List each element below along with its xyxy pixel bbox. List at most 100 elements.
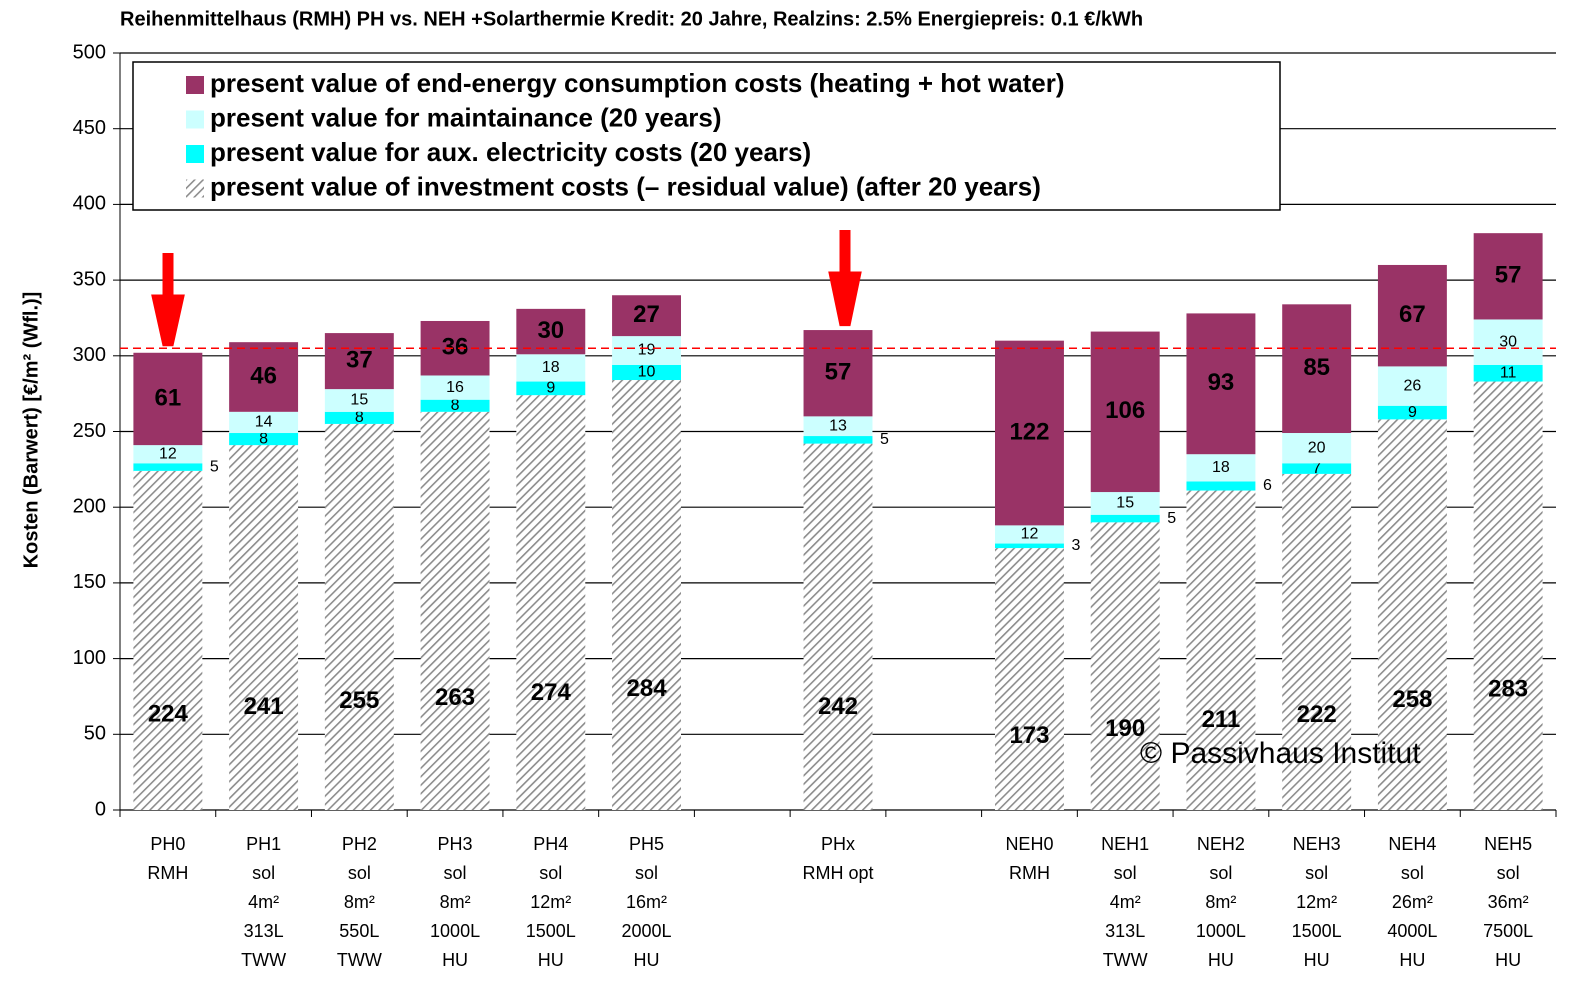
- x-tick-label: PH4 sol 12m² 1500L HU: [525, 834, 576, 970]
- bar-segment: [516, 354, 586, 382]
- y-tick-label: 350: [73, 268, 106, 290]
- bar-segment: [803, 330, 873, 417]
- bar-segment: [803, 436, 873, 444]
- bar-segment: [516, 381, 586, 396]
- bar-segment: [133, 463, 203, 471]
- data-label: 9: [546, 380, 555, 397]
- data-label: 224: [148, 700, 189, 727]
- chart-title: Reihenmittelhaus (RMH) PH vs. NEH +Solar…: [120, 8, 1143, 30]
- bar-segment: [420, 399, 490, 412]
- data-label: 57: [825, 359, 852, 386]
- data-label: 7: [1312, 460, 1321, 477]
- legend-label: present value for maintainance (20 years…: [210, 102, 722, 132]
- x-tick-label: NEH2 sol 8m² 1000L HU: [1195, 834, 1246, 970]
- y-tick-label: 400: [73, 193, 106, 215]
- bar-segment: [1473, 381, 1543, 810]
- data-label: 11: [1500, 364, 1517, 381]
- legend-label: present value of investment costs (– res…: [210, 171, 1041, 201]
- bar-segment: [1377, 264, 1447, 367]
- data-label: 258: [1392, 686, 1432, 713]
- data-label: 211: [1202, 706, 1241, 733]
- bar-segment: [995, 340, 1064, 526]
- bar-segment: [1186, 490, 1256, 810]
- data-label: 19: [638, 342, 656, 359]
- data-label: 5: [210, 458, 219, 475]
- data-label: 61: [155, 384, 182, 411]
- x-tick-label: NEH4 sol 26m² 4000L HU: [1387, 834, 1438, 970]
- data-label: 8: [259, 430, 268, 447]
- bar-segment: [229, 445, 299, 810]
- x-tick-label: NEH1 sol 4m² 313L TWW: [1101, 834, 1150, 970]
- bar-segment: [229, 411, 299, 434]
- data-label: 18: [542, 359, 560, 376]
- bar-segment: [1282, 304, 1352, 434]
- x-tick-label: NEH0 RMH: [1005, 834, 1054, 883]
- x-tick-label: NEH5 sol 36m² 7500L HU: [1483, 834, 1534, 970]
- y-tick-label: 50: [84, 723, 106, 745]
- bar-segment: [803, 443, 873, 810]
- bar-segment: [324, 423, 394, 810]
- bar-segment: [133, 445, 203, 464]
- data-label: 93: [1208, 369, 1235, 396]
- legend-swatch: [186, 76, 204, 94]
- legend-box: [132, 61, 1281, 211]
- bar-segment: [1473, 319, 1543, 365]
- x-tick-label: PH1 sol 4m² 313L TWW: [241, 834, 287, 970]
- y-tick-label: 150: [73, 571, 106, 593]
- data-label: 8: [355, 409, 364, 426]
- bar-segment: [1090, 514, 1160, 523]
- data-label: 15: [1116, 495, 1134, 512]
- bar-segment: [1186, 454, 1256, 482]
- x-tick-label: NEH3 sol 12m² 1500L HU: [1291, 834, 1342, 970]
- bar-segment: [324, 411, 394, 424]
- y-tick-label: 500: [73, 41, 106, 63]
- bar-segment: [1377, 366, 1447, 406]
- data-label: 5: [880, 431, 889, 448]
- bar-segment: [803, 416, 873, 437]
- bar-segment: [1377, 419, 1447, 810]
- x-tick-label: PH3 sol 8m² 1000L HU: [430, 834, 481, 970]
- data-label: 241: [244, 693, 284, 720]
- legend-swatch: [186, 110, 204, 129]
- data-label: 57: [1495, 262, 1522, 289]
- bar-segment: [1090, 522, 1160, 810]
- bar-segment: [133, 470, 203, 810]
- data-label: 18: [1212, 459, 1230, 476]
- data-label: 13: [829, 417, 847, 434]
- data-label: 3: [1071, 537, 1080, 554]
- data-label: 14: [255, 414, 273, 431]
- data-label: 8: [451, 397, 460, 414]
- y-tick-label: 200: [73, 495, 106, 517]
- y-tick-label: 300: [73, 344, 106, 366]
- x-tick-label: PH2 sol 8m² 550L TWW: [336, 834, 382, 970]
- bar-segment: [1282, 433, 1352, 464]
- data-label: 274: [531, 679, 572, 706]
- bar-segment: [1186, 481, 1256, 491]
- bar-segment: [1473, 233, 1543, 320]
- y-axis-label: Kosten (Barwert) [€/m² (Wfl.)]: [20, 292, 42, 569]
- bar-segment: [612, 336, 681, 365]
- bar-segment: [420, 375, 490, 400]
- data-label: 26: [1404, 377, 1422, 394]
- data-label: 27: [633, 301, 660, 328]
- bar-segment: [995, 548, 1064, 810]
- bar-segment: [1090, 492, 1160, 515]
- annotation: © Passivhaus Institut: [1140, 737, 1421, 770]
- bar-segment: [995, 543, 1064, 549]
- data-label: 5: [1167, 510, 1176, 527]
- data-label: 67: [1399, 301, 1426, 328]
- x-tick-label: PH0 RMH: [147, 834, 189, 883]
- legend-label: present value for aux. electricity costs…: [210, 137, 811, 167]
- bar-segment: [1282, 463, 1352, 474]
- data-label: 37: [346, 346, 373, 373]
- data-label: 255: [339, 687, 379, 714]
- bar-segment: [229, 342, 299, 412]
- bar-segment: [612, 380, 681, 810]
- data-label: 85: [1303, 354, 1330, 381]
- data-label: 12: [1021, 526, 1039, 543]
- data-label: 242: [818, 693, 858, 720]
- bar-segment: [229, 433, 299, 446]
- data-label: 173: [1009, 722, 1049, 749]
- arrow: [828, 230, 862, 327]
